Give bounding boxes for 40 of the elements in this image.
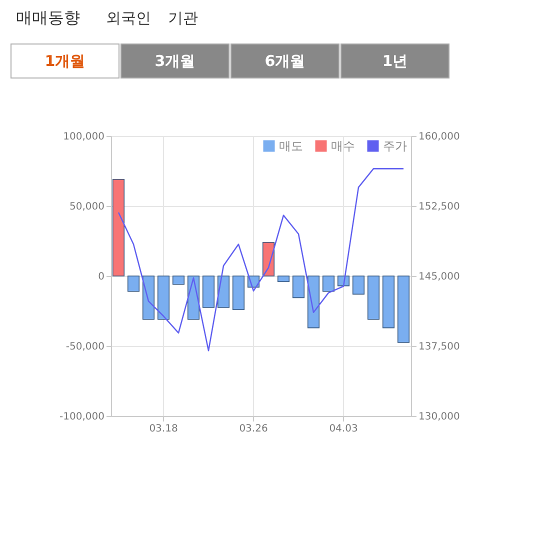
x-tick-label: 03.26: [239, 424, 268, 434]
bar: [322, 276, 335, 292]
line-series: [118, 168, 404, 352]
bar: [352, 276, 365, 295]
y-tick-label: -100,000: [60, 412, 104, 422]
y2-tick-label: 137,500: [418, 342, 460, 352]
bar: [232, 276, 245, 310]
text: 6개월: [264, 52, 306, 70]
chart-title: 매매동향: [16, 8, 80, 27]
bar: [307, 276, 320, 328]
text: 기관: [168, 9, 198, 27]
bar: [277, 276, 290, 282]
y-tick-label: 50,000: [70, 202, 104, 212]
bar: [112, 179, 125, 276]
text: 1년: [382, 52, 408, 70]
y-tick-label: 100,000: [63, 132, 104, 142]
bar: [172, 276, 185, 285]
legend-label: 주가: [383, 139, 407, 153]
y-tick-label: 0: [98, 272, 104, 282]
y2-tick-label: 152,500: [418, 202, 460, 212]
bar: [382, 276, 395, 328]
y-tick-label: -50,000: [66, 342, 104, 352]
text: 외국인: [106, 9, 151, 27]
text: 3개월: [154, 52, 196, 70]
y2-tick-label: 160,000: [418, 132, 460, 142]
x-tick-label: 03.18: [149, 424, 178, 434]
y2-tick-label: 145,000: [418, 272, 460, 282]
bar: [397, 276, 410, 343]
bar: [157, 276, 170, 320]
bar: [142, 276, 155, 320]
bar: [127, 276, 140, 292]
x-tick-label: 04.03: [329, 424, 358, 434]
text: 1개월: [44, 52, 86, 70]
y2-tick-label: 130,000: [418, 412, 460, 422]
legend-label: 매도: [279, 139, 303, 153]
bar: [202, 276, 215, 308]
bar: [292, 276, 305, 298]
bar: [367, 276, 380, 320]
bar: [217, 276, 230, 308]
legend-label: 매수: [331, 139, 355, 153]
